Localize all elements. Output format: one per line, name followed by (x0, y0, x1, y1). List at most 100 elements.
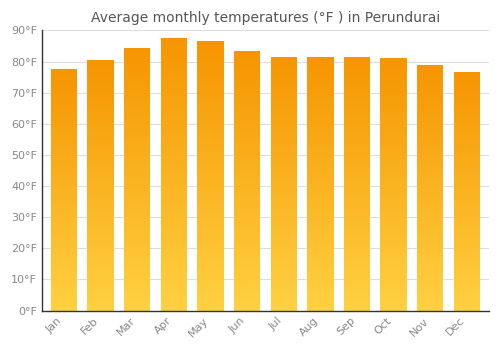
Bar (124, 199, 150, 202)
Bar (198, 65, 224, 68)
Bar (124, 97, 150, 100)
Bar (417, 129, 444, 132)
Bar (51, 151, 77, 154)
Bar (124, 166, 150, 169)
Bar (198, 186, 224, 189)
Bar (270, 63, 297, 66)
Bar (454, 233, 480, 236)
Bar (417, 68, 444, 71)
Bar (380, 175, 407, 178)
Bar (198, 176, 224, 179)
Bar (160, 195, 187, 198)
Bar (344, 238, 370, 241)
Bar (307, 212, 334, 216)
Bar (198, 247, 224, 250)
Bar (124, 278, 150, 281)
Bar (198, 213, 224, 216)
Bar (88, 245, 114, 248)
Bar (307, 241, 334, 244)
Bar (344, 270, 370, 273)
Bar (454, 278, 480, 281)
Bar (417, 249, 444, 252)
Bar (270, 276, 297, 279)
Bar (454, 93, 480, 96)
Bar (270, 117, 297, 120)
Bar (307, 76, 334, 79)
Bar (380, 238, 407, 241)
Bar (344, 152, 370, 155)
Bar (88, 273, 114, 276)
Bar (417, 77, 444, 80)
Bar (417, 188, 444, 191)
Bar (124, 212, 150, 215)
Bar (160, 280, 187, 284)
Bar (380, 307, 407, 310)
Bar (51, 121, 77, 124)
Bar (344, 247, 370, 250)
Bar (344, 89, 370, 92)
Bar (160, 229, 187, 232)
Bar (454, 76, 480, 78)
Bar (124, 123, 150, 126)
Bar (124, 229, 150, 232)
Bar (88, 129, 114, 132)
Bar (454, 296, 480, 299)
Bar (270, 79, 297, 82)
Bar (380, 68, 407, 71)
Bar (454, 230, 480, 233)
Bar (417, 182, 444, 184)
Bar (88, 251, 114, 254)
Bar (51, 217, 77, 220)
Bar (88, 132, 114, 135)
Bar (344, 108, 370, 111)
Bar (198, 189, 224, 193)
Bar (417, 117, 444, 120)
Bar (234, 194, 260, 197)
Bar (51, 278, 77, 280)
Bar (160, 72, 187, 76)
Bar (198, 183, 224, 186)
Bar (417, 234, 444, 237)
Bar (454, 165, 480, 168)
Bar (417, 212, 444, 215)
Bar (344, 301, 370, 304)
Bar (417, 191, 444, 194)
Bar (51, 99, 77, 103)
Bar (234, 90, 260, 93)
Bar (380, 150, 407, 153)
Bar (88, 179, 114, 182)
Bar (88, 214, 114, 217)
Bar (51, 220, 77, 223)
Bar (124, 159, 150, 163)
Bar (344, 149, 370, 152)
Bar (124, 126, 150, 130)
Bar (88, 163, 114, 167)
Bar (124, 133, 150, 136)
Bar (454, 281, 480, 284)
Bar (198, 250, 224, 253)
Bar (198, 62, 224, 65)
Bar (270, 285, 297, 288)
Bar (234, 74, 260, 77)
Bar (344, 206, 370, 209)
Bar (160, 86, 187, 89)
Bar (344, 66, 370, 70)
Bar (307, 177, 334, 181)
Bar (51, 130, 77, 133)
Bar (380, 247, 407, 251)
Bar (454, 201, 480, 203)
Bar (124, 196, 150, 199)
Bar (160, 294, 187, 297)
Bar (160, 106, 187, 110)
Bar (198, 203, 224, 206)
Bar (380, 282, 407, 285)
Bar (417, 148, 444, 151)
Bar (160, 140, 187, 144)
Bar (51, 199, 77, 202)
Bar (417, 261, 444, 265)
Bar (234, 171, 260, 174)
Bar (124, 80, 150, 84)
Bar (234, 210, 260, 213)
Bar (307, 199, 334, 203)
Bar (234, 301, 260, 304)
